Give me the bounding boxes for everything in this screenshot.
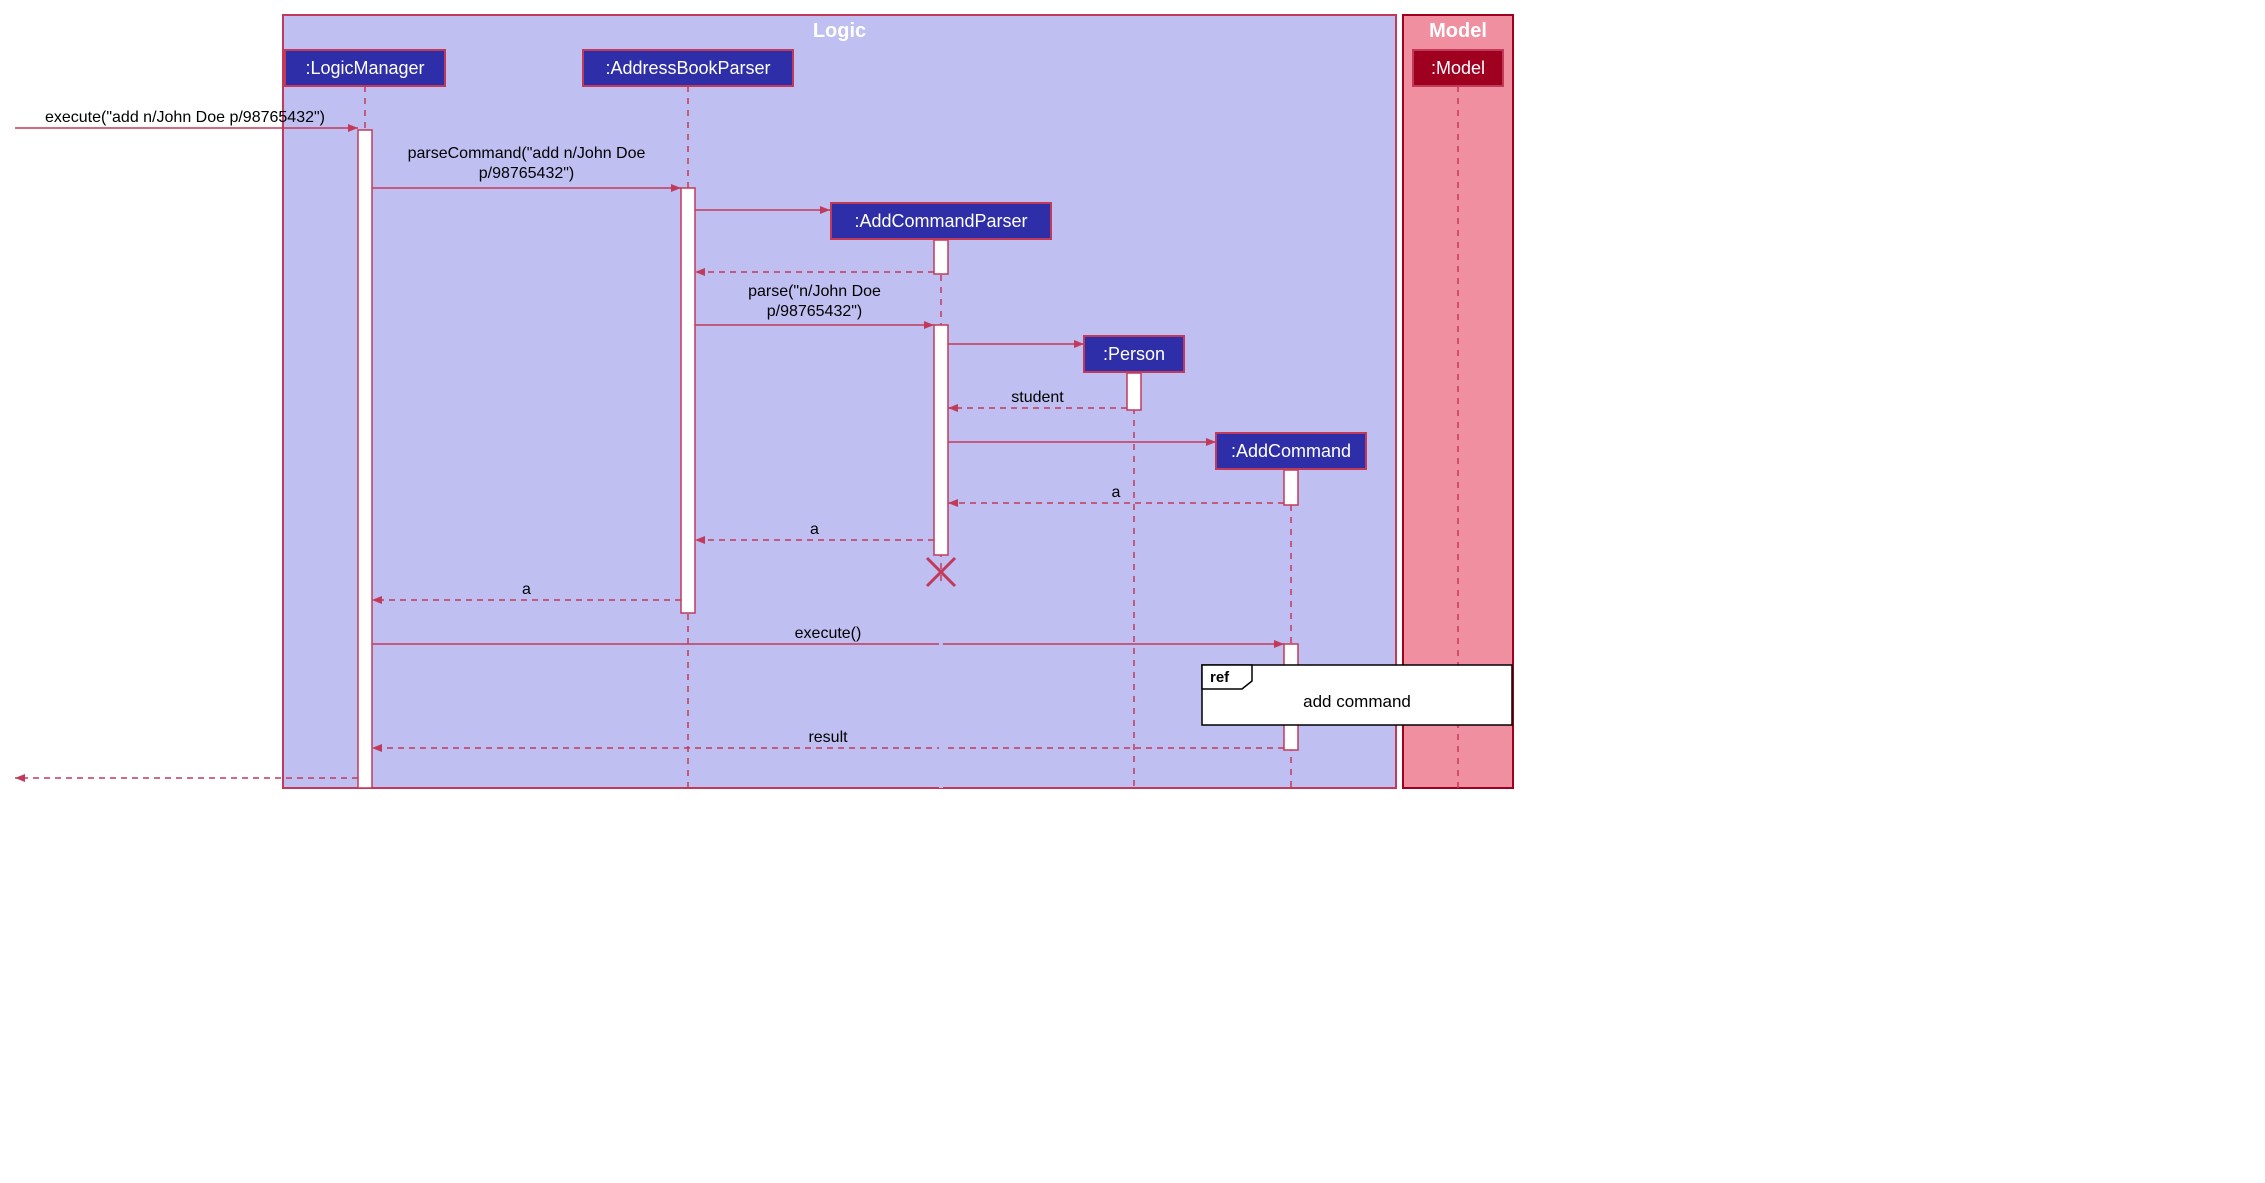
- message-9-label: a: [810, 521, 819, 538]
- message-4-label: parse("n/John Doe: [748, 283, 881, 300]
- participant-logicManager-label: :LogicManager: [305, 58, 424, 78]
- message-6-label: student: [1011, 389, 1064, 406]
- sequence-diagram: Logic Model :LogicManager :AddressBookParse…: [10, 10, 1520, 795]
- message-1-label: parseCommand("add n/John Doe: [408, 145, 646, 162]
- message-4-label2: p/98765432"): [767, 303, 863, 320]
- activation-addCommandParser-2: [934, 240, 948, 274]
- message-1-label2: p/98765432"): [479, 165, 575, 182]
- participant-model-label: :Model: [1431, 58, 1485, 78]
- participant-addCommand-label: :AddCommand: [1231, 441, 1351, 461]
- message-12-label: result: [808, 729, 848, 746]
- message-8-label: a: [1112, 484, 1121, 501]
- ref-tag-label: ref: [1210, 669, 1230, 686]
- activation-addCommandParser-3: [934, 325, 948, 555]
- activation-person-4: [1127, 373, 1141, 410]
- ref-label: add command: [1303, 692, 1411, 711]
- message-0-label: execute("add n/John Doe p/98765432"): [45, 109, 325, 126]
- activation-addrBookParser-1: [681, 188, 695, 613]
- activation-logicManager-0: [358, 130, 372, 788]
- activation-addCommand-5: [1284, 470, 1298, 505]
- message-10-label: a: [522, 581, 531, 598]
- participant-addrBookParser-label: :AddressBookParser: [605, 58, 770, 78]
- message-11-label: execute(): [795, 625, 862, 642]
- participant-person-label: :Person: [1103, 344, 1165, 364]
- participant-addCommandParser-label: :AddCommandParser: [854, 211, 1027, 231]
- frame-model-title: Model: [1429, 20, 1487, 42]
- frame-logic-title: Logic: [813, 20, 866, 42]
